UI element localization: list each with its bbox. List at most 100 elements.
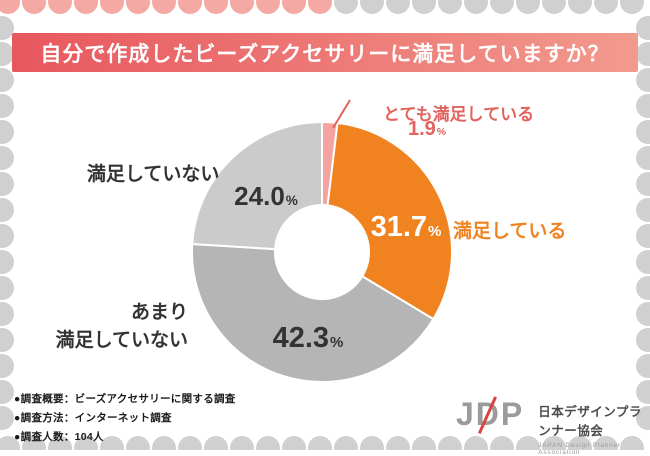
border-dot	[0, 68, 14, 92]
donut-segment-3	[191, 121, 323, 251]
logo-name-en: JAPAN Design Planner Association	[538, 442, 621, 456]
jdp-logo-mark: JDP	[456, 396, 534, 434]
border-dot	[636, 276, 650, 300]
border-dot	[636, 68, 650, 92]
border-dot	[0, 276, 14, 300]
chart-title-banner: 自分で作成したビーズアクセサリーに満足していますか？	[12, 33, 638, 72]
border-dot	[636, 354, 650, 378]
logo-acronym: JDP	[456, 396, 525, 432]
border-dot	[516, 436, 540, 450]
border-dot	[636, 172, 650, 196]
border-dot	[100, 436, 124, 450]
segment-label-very-satisfied: とても満足している	[383, 105, 535, 124]
border-dot	[126, 0, 150, 14]
border-dot	[490, 436, 514, 450]
border-dot	[0, 250, 14, 274]
note-survey-method: ●調査方法：インターネット調査	[14, 412, 172, 424]
chart-title: 自分で作成したビーズアクセサリーに満足していますか？	[40, 42, 610, 66]
percent-value: 42.3	[272, 322, 330, 354]
border-dot	[22, 0, 46, 14]
border-dot	[542, 436, 566, 450]
border-dot	[334, 436, 358, 450]
border-dot	[386, 0, 410, 14]
border-dot	[0, 436, 20, 450]
border-dot	[126, 436, 150, 450]
percent-value: 24.0	[234, 181, 285, 211]
border-dot	[0, 0, 20, 14]
border-dot	[594, 436, 618, 450]
border-dot	[636, 380, 650, 404]
border-dot	[438, 436, 462, 450]
border-dot	[230, 436, 254, 450]
percent-unit: %	[428, 223, 442, 240]
border-dot	[636, 16, 650, 40]
border-dot	[360, 436, 384, 450]
border-dot	[412, 436, 436, 450]
border-dot	[0, 172, 14, 196]
border-dot	[636, 250, 650, 274]
border-dot	[636, 42, 650, 66]
border-dot	[636, 120, 650, 144]
note-survey-overview: ●調査概要：ビーズアクセサリーに関する調査	[14, 393, 236, 405]
border-dot	[0, 120, 14, 144]
leader-line-very-satisfied	[332, 99, 351, 129]
border-dot	[0, 354, 14, 378]
donut-segment-2	[191, 243, 435, 383]
border-dot	[636, 94, 650, 118]
note-survey-count: ●調査人数：104人	[14, 431, 104, 443]
border-dot	[204, 0, 228, 14]
donut-segment-1	[326, 121, 453, 321]
border-dot	[74, 436, 98, 450]
border-dot	[152, 0, 176, 14]
percent-unit: %	[436, 127, 447, 138]
jdp-logo: JDP 日本デザインプランナー協会 JAPAN Design Planner A…	[456, 396, 650, 456]
border-dot	[0, 16, 14, 40]
border-dot	[542, 0, 566, 14]
border-dot	[152, 436, 176, 450]
border-dot	[636, 302, 650, 326]
border-dot	[620, 436, 644, 450]
border-dot	[22, 436, 46, 450]
border-dot	[360, 0, 384, 14]
border-dot	[74, 0, 98, 14]
border-dot	[48, 0, 72, 14]
border-dot	[0, 42, 14, 66]
border-dot	[0, 224, 14, 248]
border-dot	[100, 0, 124, 14]
border-dot	[594, 0, 618, 14]
survey-notes: ●調査概要：ビーズアクセサリーに関する調査 ●調査方法：インターネット調査 ●調…	[14, 391, 236, 448]
border-dot	[308, 0, 332, 14]
border-dot	[464, 436, 488, 450]
percent-not-very-satisfied: 42.3%	[266, 322, 350, 355]
percent-value: 1.9	[407, 118, 436, 140]
segment-label-satisfied: 満足している	[453, 221, 567, 242]
border-dot	[48, 436, 72, 450]
percent-very-satisfied: 1.9%	[396, 118, 458, 141]
border-dot	[0, 328, 14, 352]
border-dot	[0, 380, 14, 404]
border-dot	[464, 0, 488, 14]
percent-unit: %	[330, 334, 344, 351]
border-dot	[334, 0, 358, 14]
border-dot	[568, 436, 592, 450]
border-dot	[386, 436, 410, 450]
border-dot	[412, 0, 436, 14]
border-dot	[204, 436, 228, 450]
border-dot	[636, 198, 650, 222]
border-dot	[0, 406, 14, 430]
border-dot	[178, 0, 202, 14]
border-dot	[178, 436, 202, 450]
border-dot	[282, 0, 306, 14]
border-dot	[256, 0, 280, 14]
border-dot	[636, 146, 650, 170]
border-dot	[620, 0, 644, 14]
border-dot	[516, 0, 540, 14]
percent-not-satisfied: 24.0%	[224, 181, 308, 212]
border-dot	[0, 146, 14, 170]
border-dot	[636, 224, 650, 248]
segment-label-not-satisfied: 満足していない	[87, 164, 220, 185]
border-dot	[0, 94, 14, 118]
border-dot	[0, 198, 14, 222]
